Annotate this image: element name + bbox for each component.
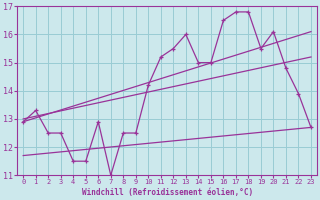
X-axis label: Windchill (Refroidissement éolien,°C): Windchill (Refroidissement éolien,°C) — [82, 188, 253, 197]
